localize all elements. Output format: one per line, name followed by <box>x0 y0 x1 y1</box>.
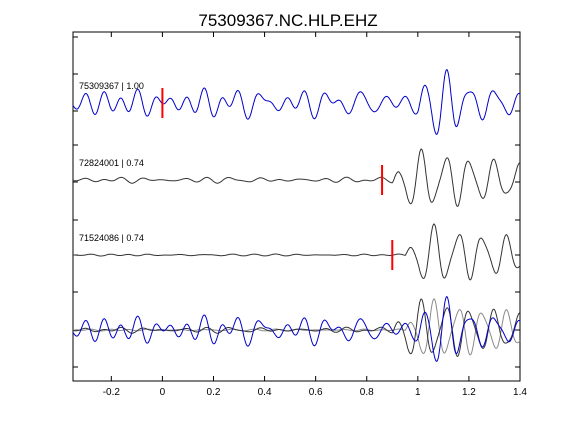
trace-label: 72824001 | 0.74 <box>79 158 144 168</box>
x-tick-label: 0.8 <box>360 387 374 398</box>
trace-line <box>73 223 521 281</box>
plot-frame <box>72 31 521 382</box>
overlay-trace-line <box>72 295 521 362</box>
x-tick-label: 0.6 <box>309 387 323 398</box>
trace-label: 75309367 | 1.00 <box>79 81 144 91</box>
x-tick-label: 0 <box>160 387 166 398</box>
overlay-trace-line <box>73 298 521 356</box>
x-tick-label: -0.2 <box>103 387 121 398</box>
overlay-trace-line <box>72 298 521 358</box>
x-tick-label: 1.2 <box>462 387 476 398</box>
trace-line <box>72 148 521 208</box>
x-tick-label: 1.4 <box>513 387 527 398</box>
trace-label: 71524086 | 0.74 <box>79 233 144 243</box>
chart-title: 75309367.NC.HLP.EHZ <box>198 11 377 30</box>
trace-line <box>72 68 521 135</box>
x-tick-label: 0.2 <box>207 387 221 398</box>
x-tick-label: 1 <box>415 387 421 398</box>
x-tick-label: 0.4 <box>258 387 272 398</box>
traces: 75309367 | 1.00 72824001 | 0.74 71524086 |… <box>72 68 521 362</box>
